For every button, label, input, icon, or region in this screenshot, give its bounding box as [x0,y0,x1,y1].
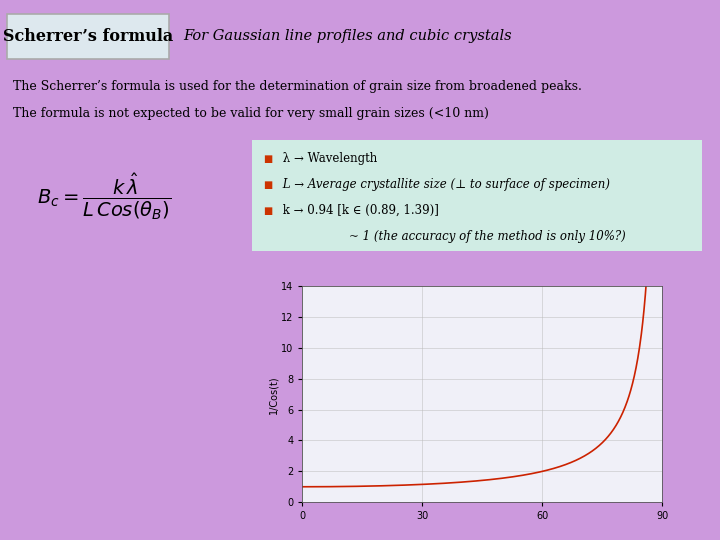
Y-axis label: 1/Cos(t): 1/Cos(t) [269,375,278,414]
Text: ■: ■ [263,154,272,164]
FancyBboxPatch shape [252,140,702,251]
Text: For Gaussian line profiles and cubic crystals: For Gaussian line profiles and cubic cry… [184,29,512,43]
Text: k → 0.94 [k ∈ (0.89, 1.39)]: k → 0.94 [k ∈ (0.89, 1.39)] [279,204,438,217]
Text: λ → Wavelength: λ → Wavelength [279,152,377,165]
Text: L → Average crystallite size (⊥ to surface of specimen): L → Average crystallite size (⊥ to surfa… [279,178,610,191]
Text: The formula is not expected to be valid for very small grain sizes (<10 nm): The formula is not expected to be valid … [13,107,489,120]
Text: $B_c = \dfrac{k\,\hat{\lambda}}{L\,Cos(\theta_B)}$: $B_c = \dfrac{k\,\hat{\lambda}}{L\,Cos(\… [37,172,171,222]
Text: The Scherrer’s formula is used for the determination of grain size from broadene: The Scherrer’s formula is used for the d… [13,80,582,93]
Text: ■: ■ [263,180,272,190]
Text: ■: ■ [263,206,272,215]
Text: ~ 1 (the accuracy of the method is only 10%?): ~ 1 (the accuracy of the method is only … [349,230,626,243]
FancyBboxPatch shape [7,14,169,59]
Text: Scherrer’s formula: Scherrer’s formula [3,28,173,45]
